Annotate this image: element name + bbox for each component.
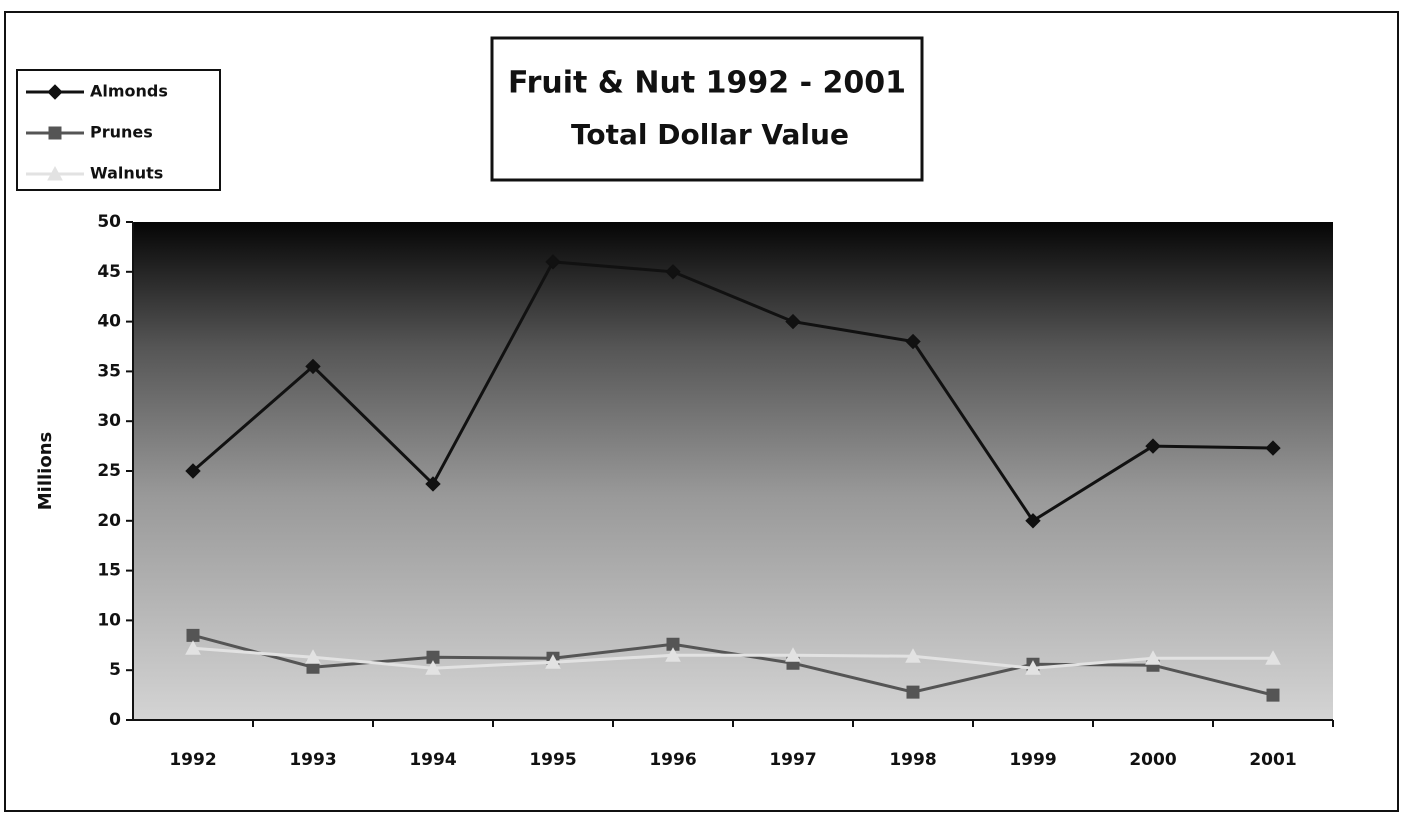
x-tick-label: 1998 bbox=[889, 750, 936, 770]
series-line bbox=[192, 260, 1274, 523]
data-point bbox=[665, 647, 681, 662]
data-point bbox=[305, 358, 321, 375]
y-tick-label: 50 bbox=[97, 212, 121, 232]
x-tick-label: 2000 bbox=[1129, 750, 1176, 770]
data-point bbox=[905, 648, 921, 663]
data-point bbox=[906, 685, 920, 699]
data-point bbox=[425, 476, 441, 492]
x-tick-label: 1999 bbox=[1009, 750, 1056, 770]
y-tick-label: 25 bbox=[97, 461, 121, 481]
title-box bbox=[490, 36, 924, 182]
y-tick-label: 40 bbox=[97, 312, 121, 332]
data-point bbox=[305, 649, 321, 664]
data-point bbox=[1145, 438, 1161, 454]
y-tick-label: 30 bbox=[97, 411, 121, 431]
x-tick-label: 1997 bbox=[769, 750, 816, 770]
data-point bbox=[545, 254, 561, 270]
y-tick-label: 20 bbox=[97, 511, 121, 531]
x-tick-label: 1994 bbox=[409, 750, 456, 770]
legend-label: Walnuts bbox=[90, 164, 163, 183]
y-tick-label: 0 bbox=[109, 710, 121, 730]
y-tick-label: 5 bbox=[109, 660, 121, 680]
data-point bbox=[1265, 440, 1281, 456]
x-tick-label: 1995 bbox=[529, 750, 576, 770]
data-point bbox=[665, 264, 681, 280]
data-point bbox=[785, 313, 801, 330]
plot-area bbox=[133, 222, 1333, 720]
data-point bbox=[1145, 650, 1161, 665]
legend-marker bbox=[48, 126, 62, 140]
chart-title: Fruit & Nut 1992 - 2001 bbox=[508, 66, 906, 101]
y-tick-label: 35 bbox=[97, 361, 121, 381]
y-axis-label: Millions bbox=[35, 432, 56, 511]
data-point bbox=[1265, 650, 1281, 665]
x-tick-label: 2001 bbox=[1249, 750, 1296, 770]
legend-label: Prunes bbox=[90, 123, 153, 142]
data-point bbox=[1025, 513, 1041, 529]
y-tick-label: 15 bbox=[97, 561, 121, 581]
data-point bbox=[1025, 660, 1041, 675]
series-line bbox=[192, 646, 1273, 670]
x-tick-label: 1996 bbox=[649, 750, 696, 770]
data-point bbox=[905, 333, 921, 350]
data-point bbox=[185, 463, 201, 479]
legend-label: Almonds bbox=[90, 82, 168, 101]
chart-subtitle: Total Dollar Value bbox=[571, 118, 849, 151]
data-point bbox=[426, 650, 440, 664]
data-point bbox=[186, 628, 200, 642]
y-tick-label: 45 bbox=[97, 262, 121, 282]
data-point bbox=[545, 654, 561, 669]
x-tick-label: 1993 bbox=[289, 750, 336, 770]
data-point bbox=[185, 640, 201, 655]
y-tick-label: 10 bbox=[97, 610, 121, 630]
data-point bbox=[785, 647, 801, 662]
data-point bbox=[1266, 688, 1280, 702]
x-tick-label: 1992 bbox=[169, 750, 216, 770]
legend-marker bbox=[47, 84, 63, 100]
legend-marker bbox=[47, 165, 63, 181]
data-point bbox=[425, 660, 441, 675]
data-point bbox=[666, 637, 680, 651]
